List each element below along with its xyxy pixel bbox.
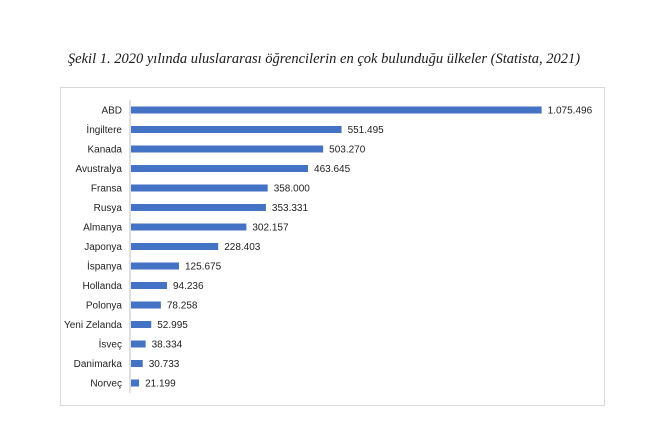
value-label: 463.645	[314, 164, 351, 175]
value-label: 353.331	[272, 203, 309, 214]
bar	[131, 321, 152, 328]
bar	[131, 145, 324, 153]
category-label: İngiltere	[86, 123, 122, 136]
bar	[131, 106, 542, 114]
value-label: 1.075.496	[548, 106, 593, 117]
category-label: Japonya	[84, 242, 122, 253]
chart-frame	[60, 87, 605, 406]
value-label: 78.258	[167, 301, 198, 312]
bar	[131, 360, 143, 367]
bar	[131, 282, 167, 289]
value-label: 551.495	[348, 125, 385, 136]
value-label: 30.733	[149, 359, 180, 370]
value-label: 302.157	[252, 223, 289, 234]
value-label: 503.270	[329, 145, 366, 156]
category-label: Polonya	[86, 301, 123, 312]
bar	[131, 184, 268, 192]
bar	[131, 204, 266, 211]
value-label: 21.199	[145, 379, 176, 390]
category-label: Danimarka	[74, 359, 123, 370]
figure-caption: Şekil 1. 2020 yılında uluslararası öğren…	[67, 51, 581, 67]
bar	[131, 379, 140, 387]
bar	[131, 223, 247, 231]
category-label: Hollanda	[83, 281, 123, 292]
value-label: 38.334	[152, 340, 183, 351]
bar	[131, 165, 309, 172]
category-label: Fransa	[91, 184, 123, 195]
category-label: Norveç	[90, 379, 122, 390]
bar	[131, 126, 342, 133]
value-label: 94.236	[173, 281, 204, 292]
category-label: Kanada	[88, 145, 123, 156]
category-label: Yeni Zelanda	[64, 320, 122, 331]
category-label: Almanya	[83, 223, 122, 234]
bar	[131, 301, 161, 309]
category-label: İsveç	[99, 338, 122, 351]
category-label: Avustralya	[75, 164, 122, 175]
value-label: 228.403	[224, 242, 261, 253]
category-label: ABD	[101, 106, 122, 117]
category-label: Rusya	[94, 203, 123, 214]
bar	[131, 243, 219, 250]
bar	[131, 340, 146, 348]
bar	[131, 262, 179, 270]
category-label: İspanya	[87, 260, 122, 273]
value-label: 52.995	[157, 320, 188, 331]
value-label: 358.000	[274, 184, 311, 195]
value-label: 125.675	[185, 262, 222, 273]
